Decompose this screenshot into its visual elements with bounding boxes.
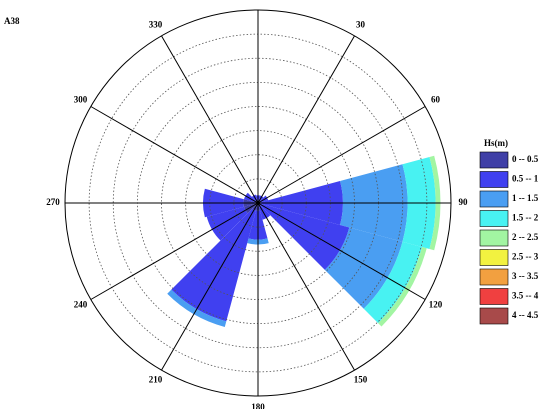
angle-label: 90 (459, 197, 469, 207)
legend-swatch (479, 288, 509, 305)
legend-label: 3.5 -- 4 (512, 291, 539, 301)
petal-segment (429, 155, 441, 251)
petal-segment (167, 289, 227, 327)
angle-label: 240 (74, 300, 88, 310)
angle-label: 120 (429, 300, 443, 310)
petal-segment (171, 208, 257, 322)
spoke (90, 202, 259, 300)
legend-swatch (479, 171, 509, 188)
spoke (90, 106, 259, 204)
legend-swatch (479, 151, 509, 169)
legend-label: 1.5 -- 2 (512, 213, 539, 223)
angle-label: 330 (149, 20, 163, 30)
legend-label: 4 -- 4.5 (512, 310, 539, 320)
spoke (257, 106, 426, 204)
angle-label: 150 (354, 375, 368, 385)
petal-segment (363, 241, 423, 324)
spoke (257, 202, 355, 371)
legend-label: 2.5 -- 3 (512, 252, 539, 262)
petal-segment (260, 203, 350, 270)
legend-swatch (479, 249, 509, 266)
chart-title: A38 (4, 16, 20, 26)
angle-label: 0 (256, 0, 261, 2)
spoke (257, 35, 355, 204)
legend-swatch (479, 190, 509, 208)
angle-label: 270 (46, 197, 60, 207)
legend-swatch (479, 210, 509, 227)
legend-swatch (479, 268, 509, 286)
angle-label: 30 (356, 20, 366, 30)
legend-title: Hs(m) (484, 138, 508, 148)
legend-label: 0 -- 0.5 (512, 154, 539, 164)
petal-segment (324, 227, 403, 309)
angle-label: 210 (149, 375, 163, 385)
angle-label: 60 (431, 95, 441, 105)
petal-segment (378, 246, 427, 327)
spoke (161, 202, 259, 371)
spoke (257, 202, 426, 300)
angle-label: 180 (251, 402, 265, 409)
angle-label: 300 (74, 95, 88, 105)
legend-swatch (479, 229, 509, 247)
legend-label: 0.5 -- 1 (512, 174, 539, 184)
spoke (161, 35, 259, 204)
legend-label: 3 -- 3.5 (512, 271, 539, 281)
legend-label: 2 -- 2.5 (512, 232, 539, 242)
legend-label: 1 -- 1.5 (512, 193, 539, 203)
legend-swatch (479, 307, 509, 325)
